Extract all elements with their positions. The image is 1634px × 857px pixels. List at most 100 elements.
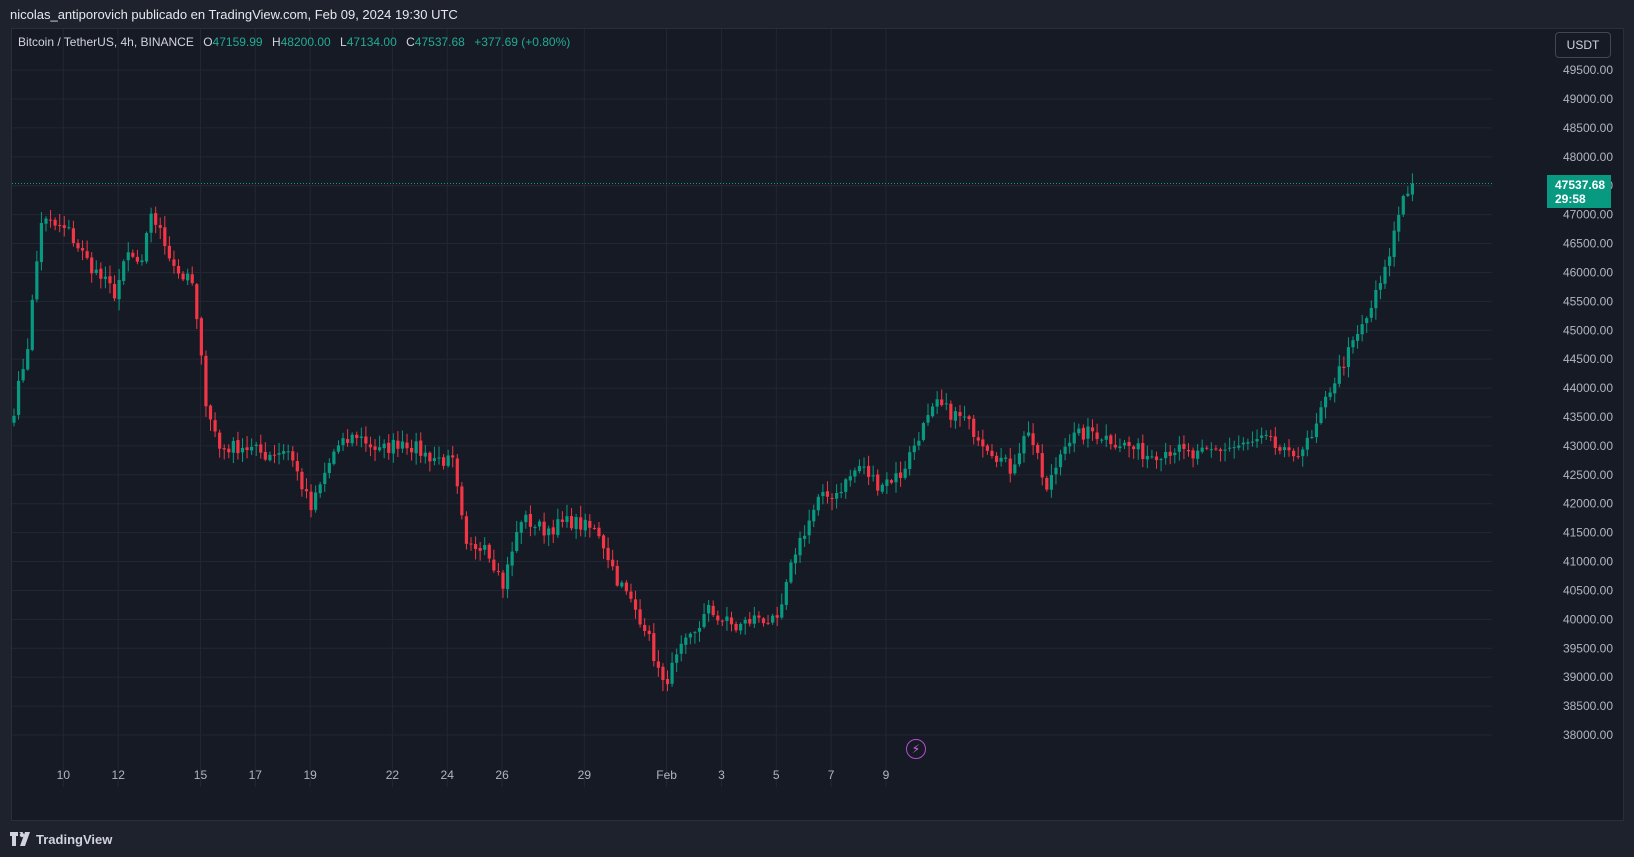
candle [291,446,295,467]
candle [784,579,788,610]
y-tick-label: 49500.00 [1563,63,1613,77]
candle [332,448,336,466]
candle [739,622,743,635]
candle [135,249,139,265]
candle [533,524,537,536]
y-tick-label: 43500.00 [1563,410,1613,424]
candle [1045,475,1049,492]
candle [1378,275,1383,300]
chart-pane[interactable]: 38000.00 38500.00 39000.00 39500.00 40000.00… [11,28,1624,821]
candle [131,249,135,259]
candle [1182,435,1186,460]
candle [1250,431,1255,447]
candle [999,447,1003,467]
x-tick-label: 17 [249,768,263,782]
candle [1040,444,1044,486]
candle [400,430,405,453]
time-axis[interactable]: 10 12 15 17 19 22 24 26 29 Feb 3 5 7 9 [57,768,890,782]
candle [985,443,990,455]
y-tick-label: 49000.00 [1563,92,1613,106]
candle [414,432,418,465]
candle [1255,429,1259,448]
candle [314,485,318,513]
attribution-header: nicolas_antiporovich publicado en Tradin… [0,0,1634,28]
candle [446,449,450,468]
candle [231,437,235,464]
candle [994,452,999,468]
candle [962,405,967,421]
y-tick-label: 39000.00 [1563,670,1613,684]
x-tick-label: 3 [718,768,725,782]
candle [711,600,715,618]
price-axis[interactable]: 38000.00 38500.00 39000.00 39500.00 40000.00… [1563,63,1613,742]
candle [638,599,642,628]
candle [583,513,587,537]
candle [967,414,971,430]
candle [195,283,199,329]
candle [455,454,459,494]
close-value: 47537.68 [414,35,465,49]
candle [1301,446,1305,467]
candle [729,611,734,632]
candle [688,632,692,645]
candle [204,350,208,417]
candle [1095,423,1099,445]
candle [757,611,761,623]
high-label: H [271,35,281,49]
candle [1026,421,1031,438]
candle [158,217,162,240]
candle [1310,429,1314,440]
candle [181,271,185,282]
candle [798,531,802,564]
candle [1196,444,1200,465]
candle [1109,433,1113,450]
candle [903,461,907,480]
candle [295,452,299,481]
candle [1383,259,1387,289]
candle [889,478,894,485]
candle [80,240,85,261]
candle [743,616,747,635]
candle [816,494,820,516]
candle [39,211,44,271]
candle [766,614,770,626]
candle [44,216,48,232]
candle [1100,438,1104,444]
candle [647,625,651,641]
candle [1351,336,1355,354]
candle [1141,434,1145,468]
candle [1237,435,1241,451]
candle [213,412,217,438]
candle [569,508,574,531]
candle [944,393,948,411]
candle [1342,356,1346,376]
candle [487,543,491,563]
candle [368,436,373,457]
candle [1136,438,1140,460]
candle [167,236,171,262]
currency-button[interactable]: USDT [1555,32,1611,58]
candle [560,511,564,528]
candle [103,266,107,289]
candle [1168,445,1172,465]
x-tick-label: 10 [57,768,71,782]
lightning-bolt-icon[interactable]: ⚡ [905,739,926,759]
candle [510,541,514,577]
x-tick-label: 22 [386,768,400,782]
candle [1004,454,1008,463]
symbol-label[interactable]: Bitcoin / TetherUS, 4h, BINANCE [18,35,194,49]
candle [222,444,226,460]
candle [1077,423,1081,436]
candle [812,504,816,528]
candle [592,524,596,530]
candle [876,469,880,496]
x-tick-label: Feb [656,768,677,782]
candle [1022,431,1026,463]
candlestick-chart[interactable]: 38000.00 38500.00 39000.00 39500.00 40000.00… [12,29,1624,821]
candle [1387,248,1392,277]
candle [1228,437,1232,452]
candle [844,478,848,499]
candle [419,432,423,463]
candle [277,442,281,465]
candle [483,537,487,556]
